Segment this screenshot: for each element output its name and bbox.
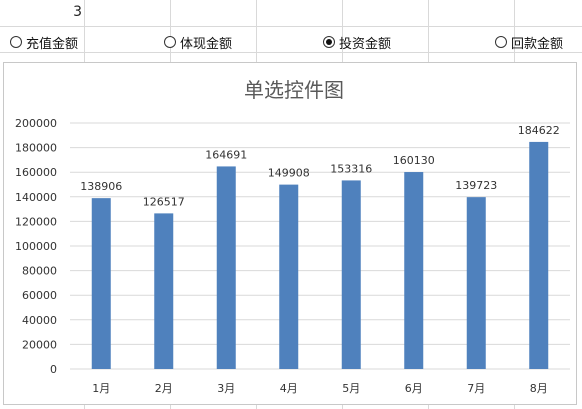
chart-title: 单选控件图 (244, 78, 344, 102)
y-axis-ticks: 0 20000 40000 60000 80000 100000 120000 140000 1… (15, 117, 57, 376)
x-tick-label: 1月 (92, 382, 110, 395)
x-tick-label: 3月 (217, 382, 235, 395)
radio-recharge-amount[interactable]: 充值金额 (10, 33, 79, 52)
y-tick-label: 20000 (22, 338, 57, 351)
row-divider (0, 26, 582, 27)
y-tick-label: 40000 (22, 314, 57, 327)
bar (466, 197, 486, 369)
data-label: 184622 (518, 124, 560, 137)
y-tick-label: 0 (50, 363, 57, 376)
data-label: 139723 (455, 179, 497, 192)
y-tick-label: 60000 (22, 289, 57, 302)
radio-withdraw-amount[interactable]: 体现金额 (164, 33, 233, 52)
y-tick-label: 140000 (15, 191, 57, 204)
bar (216, 166, 236, 369)
data-label: 126517 (143, 195, 185, 208)
bar (404, 172, 424, 369)
y-tick-label: 80000 (22, 265, 57, 278)
bar (279, 184, 299, 369)
data-label: 149908 (268, 167, 310, 180)
y-tick-label: 100000 (15, 240, 57, 253)
bar (529, 141, 549, 369)
bar (154, 213, 174, 369)
bar (91, 198, 111, 369)
radio-button-icon[interactable] (164, 36, 176, 48)
y-tick-label: 160000 (15, 166, 57, 179)
radio-label: 投资金额 (339, 36, 392, 52)
y-tick-label: 120000 (15, 215, 57, 228)
radio-label: 回款金额 (511, 36, 564, 52)
x-axis-ticks: 1月 2月 3月 4月 5月 6月 7月 8月 (92, 382, 548, 395)
radio-label: 充值金额 (26, 36, 79, 52)
x-tick-label: 8月 (530, 382, 548, 395)
radio-investment-amount[interactable]: 投资金额 (323, 33, 392, 52)
chart-bars (91, 141, 549, 369)
radio-button-selected-icon[interactable] (323, 36, 335, 48)
y-tick-label: 180000 (15, 142, 57, 155)
bar-chart: 单选控件图 0 20000 40000 60000 80000 100000 120000 1… (15, 78, 570, 395)
data-labels: 138906 126517 164691 149908 153316 160130 1397… (80, 124, 560, 208)
data-label: 160130 (393, 154, 435, 167)
radio-repayment-amount[interactable]: 回款金额 (495, 33, 564, 52)
data-label: 138906 (80, 180, 122, 193)
bar (341, 180, 361, 369)
data-label: 153316 (330, 162, 372, 175)
x-tick-label: 2月 (155, 382, 173, 395)
x-tick-label: 6月 (405, 382, 423, 395)
chart-frame[interactable]: 单选控件图 0 20000 40000 60000 80000 100000 120000 1… (3, 62, 577, 405)
row-divider (0, 52, 582, 53)
spreadsheet-cell[interactable]: 3 (73, 4, 82, 20)
radio-label: 体现金额 (180, 36, 233, 52)
x-tick-label: 7月 (467, 382, 485, 395)
radio-button-icon[interactable] (10, 36, 22, 48)
chart-gridlines (70, 122, 570, 370)
radio-button-icon[interactable] (495, 36, 507, 48)
y-tick-label: 200000 (15, 117, 57, 130)
x-tick-label: 4月 (280, 382, 298, 395)
x-tick-label: 5月 (342, 382, 360, 395)
data-label: 164691 (205, 148, 247, 161)
